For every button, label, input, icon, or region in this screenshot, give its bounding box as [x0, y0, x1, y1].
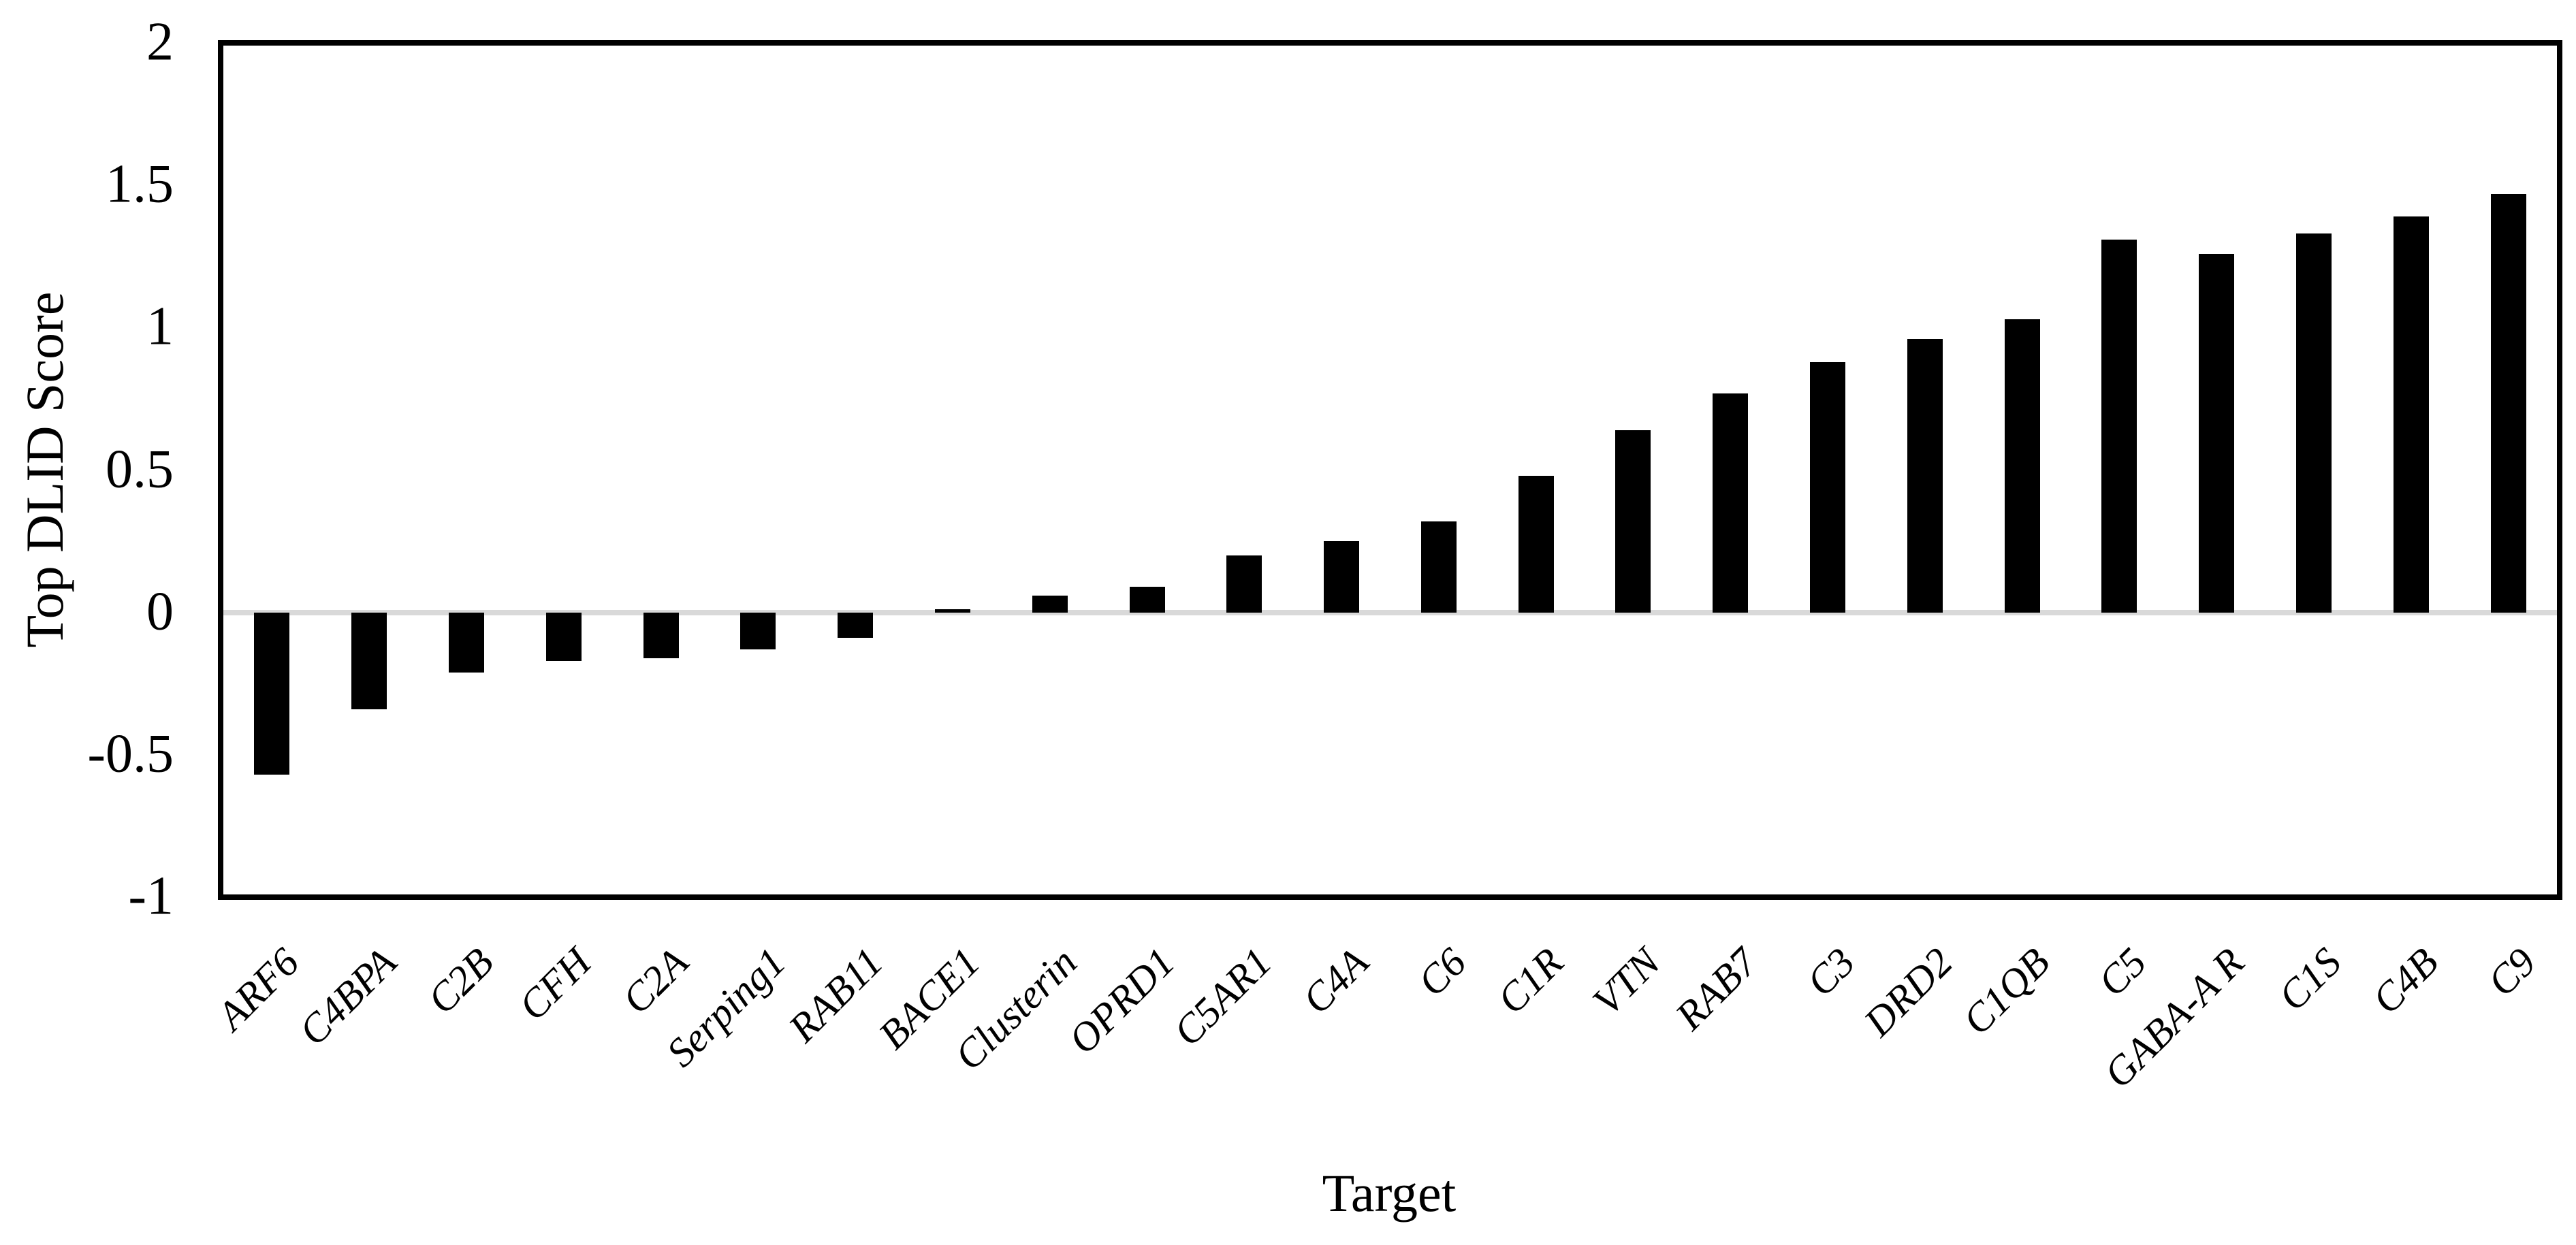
bar-rab7	[1713, 393, 1749, 613]
y-tick-label: 0.5	[106, 438, 174, 499]
bar-c9	[2490, 193, 2526, 613]
x-category-label-vtn: VTN	[1584, 939, 1670, 1024]
x-category-label-c6: C6	[1409, 939, 1475, 1005]
x-category-label-rab11: RAB11	[780, 939, 891, 1051]
x-category-label-c3: C3	[1798, 939, 1864, 1005]
x-category-label-c1s: C1S	[2270, 939, 2350, 1020]
x-category-label-drd2: DRD2	[1855, 939, 1961, 1045]
zero-gridline	[223, 609, 2557, 615]
bar-oprd1	[1129, 587, 1165, 613]
y-tick-label: -1	[128, 866, 174, 926]
x-category-label-c1qb: C1QB	[1954, 939, 2058, 1044]
x-category-label-c4b: C4B	[2364, 939, 2447, 1022]
bar-c1r	[1518, 475, 1554, 613]
x-category-label-cfh: CFH	[509, 939, 600, 1029]
bar-c2b	[448, 612, 484, 673]
x-category-label-c4bpa: C4BPA	[290, 939, 405, 1054]
bar-gaba-a-r	[2199, 253, 2235, 613]
bar-c4bpa	[351, 612, 387, 709]
x-category-label-c1r: C1R	[1489, 939, 1572, 1022]
bar-c5	[2101, 239, 2137, 613]
bar-bace1	[934, 609, 970, 613]
bar-c5ar1	[1226, 555, 1262, 613]
y-tick-label: 2	[146, 12, 174, 72]
bar-c4b	[2393, 216, 2429, 613]
x-category-label-c5: C5	[2089, 939, 2155, 1005]
bar-rab11	[838, 612, 874, 638]
bar-c3	[1810, 361, 1846, 613]
y-tick-label: 1	[146, 296, 174, 357]
bar-arf6	[254, 612, 290, 775]
bar-c6	[1420, 521, 1457, 613]
y-tick-label: 0	[146, 581, 174, 642]
x-category-label-c2a: C2A	[614, 939, 697, 1022]
x-category-label-rab7: RAB7	[1667, 939, 1766, 1039]
bar-c1s	[2296, 233, 2332, 613]
x-axis-title: Target	[1322, 1163, 1457, 1223]
y-axis-title: Top DLID Score	[15, 291, 74, 648]
x-category-label-c5ar1: C5AR1	[1164, 939, 1280, 1055]
bar-clusterin	[1032, 595, 1068, 613]
x-category-label-c4a: C4A	[1294, 939, 1378, 1022]
x-category-label-oprd1: OPRD1	[1060, 939, 1183, 1063]
bar-c2a	[643, 612, 679, 658]
bar-c4a	[1324, 541, 1360, 613]
y-tick-label: 1.5	[106, 154, 174, 214]
x-category-label-c9: C9	[2478, 939, 2545, 1005]
bar-c1qb	[2004, 319, 2040, 613]
bar-drd2	[1907, 339, 1943, 613]
plot-area	[218, 40, 2562, 900]
bar-serping1	[740, 612, 776, 650]
x-category-label-c2b: C2B	[419, 939, 503, 1022]
bar-vtn	[1615, 430, 1651, 613]
y-tick-label: -0.5	[87, 724, 174, 784]
bar-cfh	[545, 612, 582, 661]
